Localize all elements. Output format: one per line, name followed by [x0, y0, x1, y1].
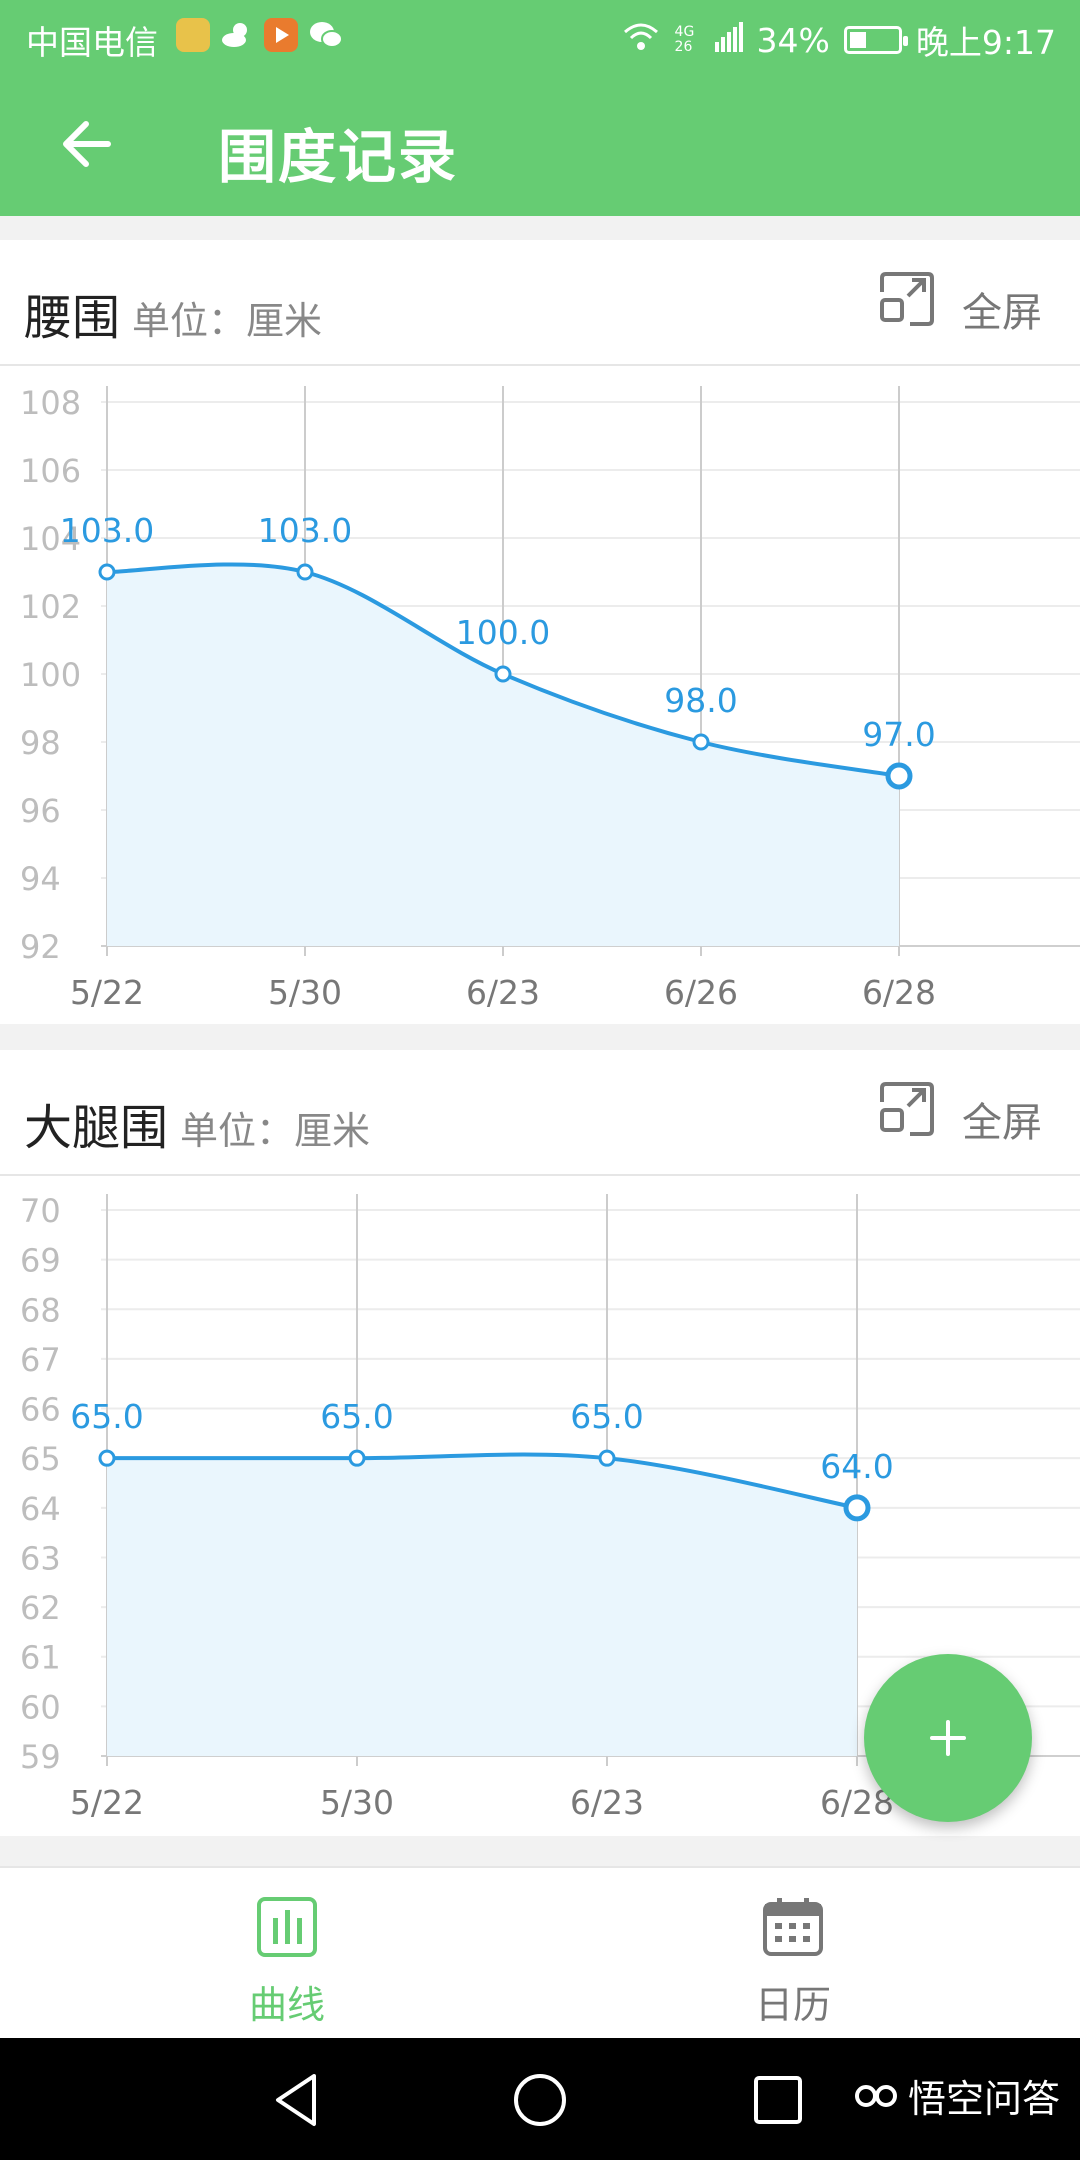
nav-back-icon[interactable]: [268, 2070, 328, 2130]
watermark: 悟空问答: [854, 2068, 1060, 2123]
clock: 晚上9:17: [915, 23, 1056, 62]
notification-icons: [176, 18, 343, 52]
battery-icon: [843, 26, 908, 54]
nav-home-icon[interactable]: [510, 2070, 570, 2130]
wechat-icon: [308, 18, 343, 52]
card-title-wrap: 腰围 单位：厘米: [24, 278, 322, 348]
tab-calendar[interactable]: 日历: [523, 1868, 1063, 2040]
y-tick-label: 60: [20, 1688, 61, 1726]
carrier-name: 中国电信: [26, 23, 158, 62]
battery-fill: [849, 32, 866, 48]
card-title: 大腿围: [24, 1100, 169, 1156]
network-type: 4G 26: [674, 24, 695, 55]
data-point: [494, 665, 512, 683]
tab-curve-label: 曲线: [248, 1983, 325, 2027]
x-tick-label: 6/28: [862, 973, 936, 1012]
card-title-wrap: 大腿围 单位：厘米: [24, 1088, 370, 1158]
y-tick-label: 69: [20, 1242, 61, 1280]
tab-calendar-label: 日历: [754, 1983, 831, 2027]
y-tick-label: 98: [20, 724, 61, 762]
data-point: [598, 1449, 616, 1467]
y-tick-label: 63: [20, 1539, 61, 1577]
x-tick-label: 6/23: [570, 1783, 644, 1822]
data-label: 98.0: [664, 681, 737, 720]
x-tick-label: 5/30: [268, 973, 342, 1012]
y-tick-label: 108: [20, 384, 81, 422]
card-header: 大腿围 单位：厘米 全屏: [0, 1050, 1080, 1176]
y-tick-label: 102: [20, 588, 81, 626]
y-tick-label: 104: [20, 520, 81, 558]
data-point: [692, 733, 710, 751]
data-label: 103.0: [60, 511, 154, 550]
wifi-icon: [621, 20, 661, 60]
nav-recents-icon[interactable]: [748, 2070, 808, 2130]
y-tick-label: 62: [20, 1589, 61, 1627]
unit-label: 单位：厘米: [132, 299, 323, 343]
data-point: [98, 1449, 116, 1467]
unit-label: 单位：厘米: [180, 1109, 371, 1153]
y-tick-label: 61: [20, 1639, 61, 1677]
card-header: 腰围 单位：厘米 全屏: [0, 240, 1080, 366]
y-tick-label: 106: [20, 452, 81, 490]
series-area: [107, 1454, 857, 1756]
status-bar: 中国电信 4G 26 34% 晚上9:17: [0, 0, 1080, 72]
data-point: [296, 563, 314, 581]
data-label: 65.0: [70, 1397, 143, 1436]
data-label: 103.0: [258, 511, 352, 550]
tab-curve[interactable]: 曲线: [17, 1868, 557, 2040]
y-tick-label: 96: [20, 792, 61, 830]
data-label: 97.0: [862, 715, 935, 754]
waist-chart: 92 94 96 98 100 102 104 106 108 5/22 5/30 6/23 6/26 6…: [20, 384, 1080, 1012]
y-tick-label: 100: [20, 656, 81, 694]
y-tick-label: 94: [20, 860, 61, 898]
add-icon: [930, 1720, 966, 1756]
app-bar: 围度记录: [0, 72, 1080, 216]
page-title: 围度记录: [218, 123, 459, 191]
y-tick-label: 92: [20, 928, 61, 966]
signal-icon: [714, 21, 743, 60]
data-label: 64.0: [820, 1447, 893, 1486]
bottom-nav: 曲线 日历: [0, 1866, 1080, 2038]
video-app-icon: [264, 18, 298, 52]
y-tick-label: 59: [20, 1738, 61, 1776]
y-tick-label: 67: [20, 1341, 61, 1379]
fullscreen-button[interactable]: 全屏: [962, 1100, 1042, 1146]
data-point: [843, 1494, 871, 1522]
series-area: [107, 564, 899, 946]
back-arrow-icon[interactable]: [52, 108, 124, 180]
waist-chart-card: 腰围 单位：厘米 全屏 92 94 96 98 100 102 104 106 108 5/22 5/…: [0, 240, 1080, 1024]
fullscreen-icon[interactable]: [878, 270, 940, 332]
x-tick-label: 6/26: [664, 973, 738, 1012]
y-tick-label: 68: [20, 1291, 61, 1329]
y-tick-label: 64: [20, 1490, 61, 1528]
card-title: 腰围: [24, 290, 121, 346]
x-tick-label: 5/22: [70, 1783, 144, 1822]
watermark-text: 悟空问答: [907, 2077, 1060, 2121]
data-label: 65.0: [320, 1397, 393, 1436]
y-tick-label: 65: [20, 1440, 61, 1478]
x-tick-label: 6/23: [466, 973, 540, 1012]
chart-bars-icon: [256, 1896, 318, 1958]
weather-icon: [220, 18, 254, 52]
data-label: 65.0: [570, 1397, 643, 1436]
y-tick-label: 66: [20, 1391, 61, 1429]
battery-percent: 34%: [756, 20, 830, 60]
data-label: 100.0: [456, 613, 550, 652]
add-record-button[interactable]: [864, 1654, 1032, 1822]
x-tick-label: 5/22: [70, 973, 144, 1012]
system-nav-bar: [0, 2038, 1080, 2160]
x-tick-label: 5/30: [320, 1783, 394, 1822]
fullscreen-icon[interactable]: [878, 1080, 940, 1142]
fullscreen-button[interactable]: 全屏: [962, 290, 1042, 336]
data-point: [98, 563, 116, 581]
data-point: [348, 1449, 366, 1467]
wukong-logo-icon: [854, 2084, 897, 2107]
series-line: [107, 1452, 858, 1510]
system-status: 4G 26 34% 晚上9:17: [621, 16, 1056, 64]
notification-app-icon: [176, 18, 210, 52]
data-point: [885, 762, 913, 790]
calendar-icon: [762, 1896, 824, 1958]
y-tick-label: 70: [20, 1192, 61, 1230]
